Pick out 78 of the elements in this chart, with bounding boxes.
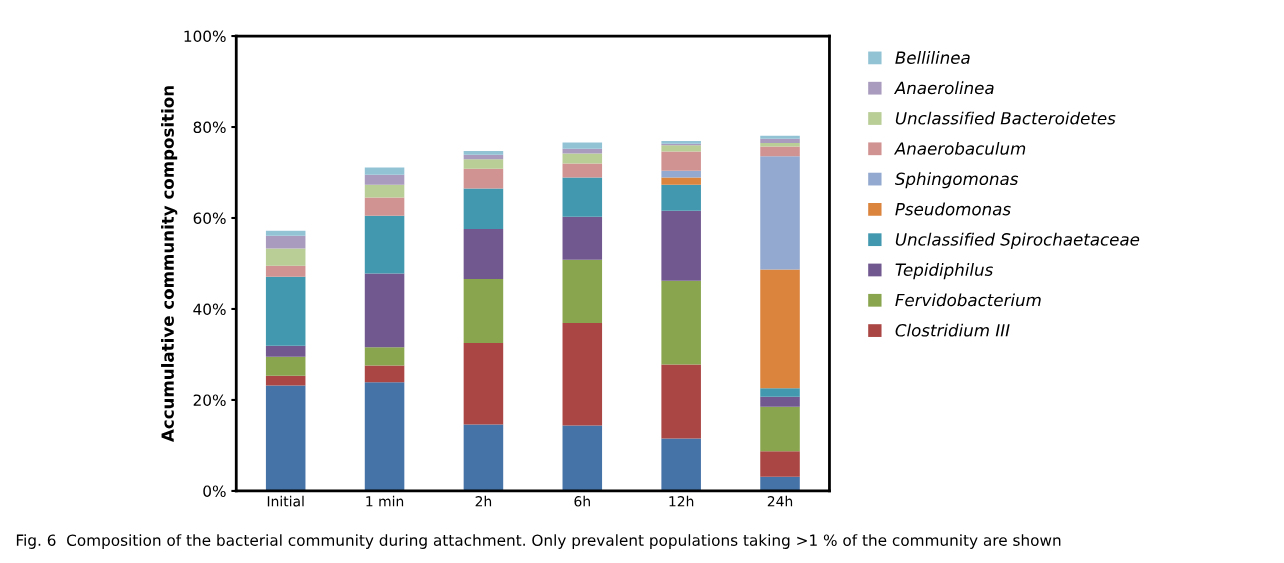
- x-tick-label: 6h: [574, 495, 590, 507]
- y-tick-label: 100%: [184, 30, 226, 43]
- y-tick-label: 20%: [193, 394, 226, 406]
- bar: [463, 159, 504, 169]
- bar: [364, 197, 405, 216]
- bar: [463, 228, 504, 279]
- caption: Fig. 6 Composition of the bacterial community during attachment. Only prevalent populations taking >1 % of the community are shown: [16, 534, 1061, 549]
- bar: [463, 278, 504, 344]
- bar: [364, 184, 405, 198]
- y-axis-title: Accumulative community composition: [161, 86, 178, 443]
- bar: [760, 406, 800, 452]
- bar: [760, 476, 800, 491]
- bar: [661, 170, 701, 178]
- bar: [661, 145, 701, 152]
- bar: [265, 375, 306, 386]
- bar: [265, 235, 306, 249]
- bar: [562, 425, 603, 491]
- legend-label: Tepidiphilus: [895, 263, 993, 280]
- y-tick-label: 60%: [193, 212, 226, 225]
- bar: [661, 177, 701, 185]
- bar: [364, 174, 405, 185]
- y-tick-label: 80%: [193, 121, 226, 134]
- bar: [760, 396, 800, 407]
- bar: [760, 135, 800, 139]
- x-tick-label: Initial: [267, 495, 304, 507]
- bar: [463, 424, 504, 491]
- bar: [760, 142, 800, 147]
- y-tick-label: 0%: [203, 485, 226, 497]
- bar: [562, 153, 603, 164]
- bar: [562, 177, 603, 217]
- bar: [265, 385, 306, 491]
- x-tick-label: 12h: [669, 495, 694, 507]
- legend-label: Pseudomonas: [895, 202, 1011, 216]
- bar: [562, 163, 603, 178]
- bar: [661, 364, 701, 439]
- legend-label: Unclassified Bacteroidetes: [895, 111, 1116, 125]
- legend-label: Fervidobacterium: [895, 293, 1041, 307]
- x-tick-label: 1 min: [366, 495, 404, 507]
- legend-label: Bellilinea: [895, 51, 970, 64]
- bar: [760, 146, 800, 157]
- bar: [463, 151, 504, 155]
- bar: [562, 259, 603, 324]
- bar: [760, 451, 800, 477]
- bar: [463, 188, 504, 229]
- y-tick-label: 40%: [193, 303, 226, 315]
- bar: [265, 276, 306, 346]
- legend-label: Unclassified Spirochaetaceae: [895, 232, 1140, 249]
- bar: [760, 138, 800, 143]
- bar: [364, 382, 405, 491]
- bar: [661, 438, 701, 491]
- bar: [562, 216, 603, 260]
- bar: [364, 167, 405, 175]
- bar: [661, 210, 701, 281]
- bar: [562, 142, 603, 149]
- legend-label: Anaerobaculum: [893, 141, 1026, 155]
- x-tick-label: 2h: [475, 495, 492, 507]
- x-tick-label: 24h: [767, 495, 793, 507]
- bar: [364, 365, 405, 383]
- bar: [265, 345, 306, 357]
- bar: [760, 388, 800, 397]
- legend-label: Sphingomonas: [894, 172, 1019, 189]
- bar: [562, 323, 603, 426]
- bar: [265, 356, 306, 376]
- bar: [364, 347, 405, 366]
- bar: [265, 248, 306, 266]
- bar: [760, 269, 800, 389]
- bar: [661, 151, 701, 171]
- legend-label: Clostridium III: [895, 323, 1010, 337]
- bar: [265, 265, 306, 277]
- bar: [661, 184, 701, 211]
- bar: [265, 230, 306, 236]
- bar: [760, 156, 800, 270]
- bar: [463, 343, 504, 425]
- bar: [463, 168, 504, 189]
- bar: [661, 280, 701, 365]
- legend-label: Anaerolinea: [893, 81, 994, 95]
- bar: [364, 215, 405, 274]
- bar: [364, 273, 405, 348]
